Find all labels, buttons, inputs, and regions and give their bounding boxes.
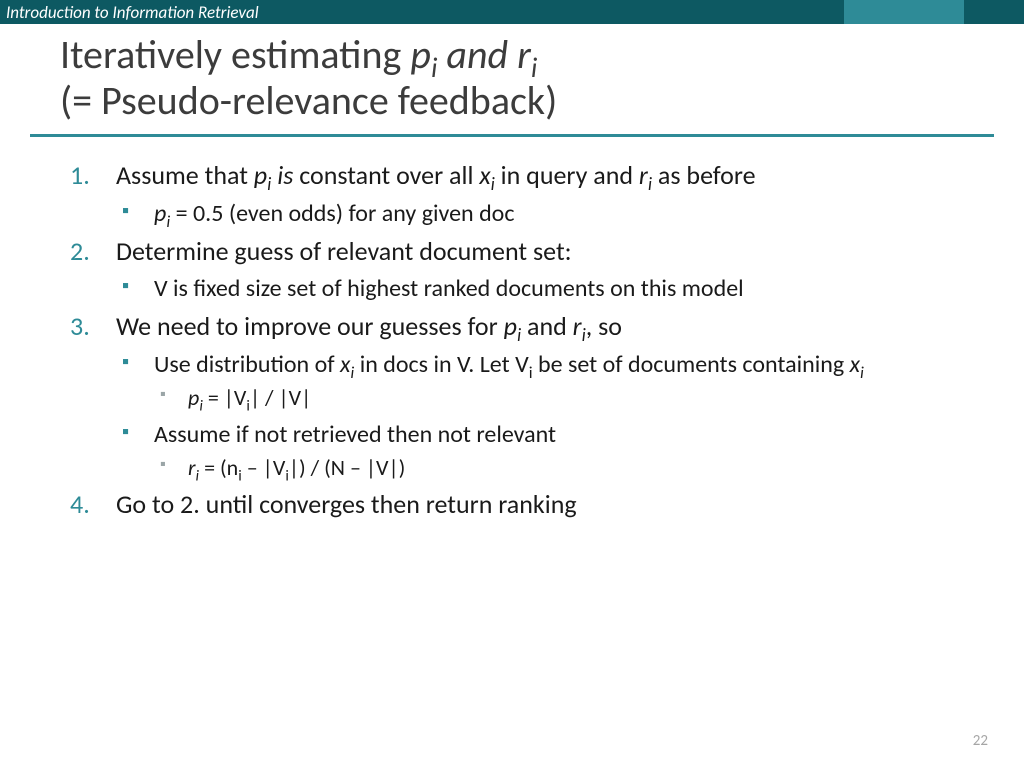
title-line-2: (= Pseudo-relevance feedback) [60,78,964,124]
header-bar: Introduction to Information Retrieval [0,0,1024,24]
sub-sub-list: ri = (ni – |Vi|) / (N – |V|) [154,454,964,483]
list-item-3: We need to improve our guesses for pi an… [60,310,964,482]
title-line-1: Iteratively estimating pi and ri [60,32,964,78]
list-item-4: Go to 2. until converges then return ran… [60,488,964,521]
sub-list: pi = 0.5 (even odds) for any given doc [116,198,964,229]
list-item-1: Assume that pi is constant over all xi i… [60,159,964,229]
sub-item: Use distribution of xi in docs in V. Let… [116,349,964,413]
slide-body: Assume that pi is constant over all xi i… [0,137,1024,521]
sub-sub-item: ri = (ni – |Vi|) / (N – |V|) [154,454,964,483]
sub-item: pi = 0.5 (even odds) for any given doc [116,198,964,229]
sub-item: Assume if not retrieved then not relevan… [116,419,964,483]
header-accent-block [844,0,964,24]
numbered-list: Assume that pi is constant over all xi i… [60,159,964,521]
slide-title: Iteratively estimating pi and ri (= Pseu… [0,24,1024,124]
sub-list: V is fixed size set of highest ranked do… [116,273,964,304]
page-number: 22 [973,732,988,750]
sub-sub-list: pi = |Vi| / |V| [154,384,964,413]
sub-sub-item: pi = |Vi| / |V| [154,384,964,413]
course-title: Introduction to Information Retrieval [0,2,259,23]
list-item-2: Determine guess of relevant document set… [60,235,964,305]
sub-item: V is fixed size set of highest ranked do… [116,273,964,304]
sub-list: Use distribution of xi in docs in V. Let… [116,349,964,483]
